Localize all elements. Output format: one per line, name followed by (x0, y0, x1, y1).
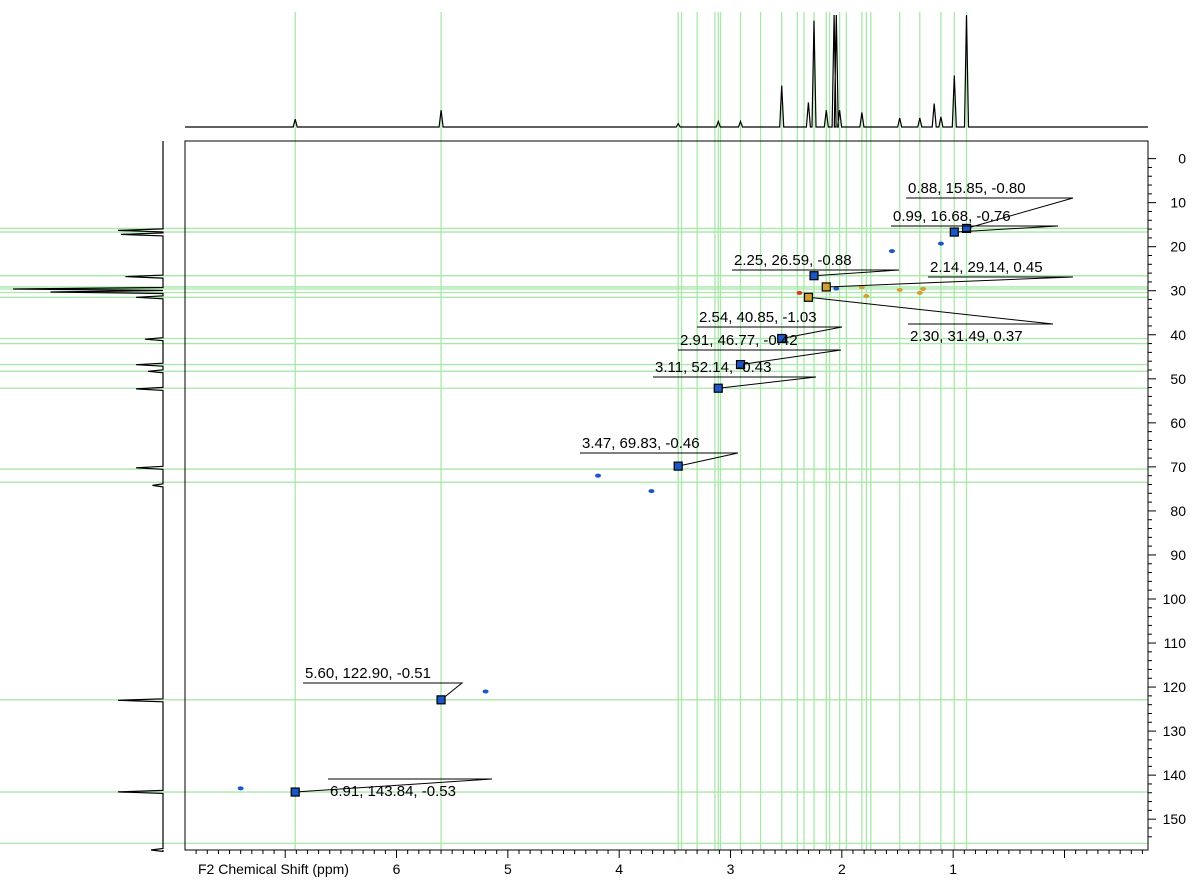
cross-peak (809, 271, 819, 281)
peak-label: 5.60, 122.90, -0.51 (305, 665, 431, 682)
x-axis: 6 5 4 3 2 1 (195, 850, 1143, 877)
peak-label: 0.99, 16.68, -0.76 (893, 208, 1011, 225)
peak-callout-line (697, 326, 843, 339)
cross-peak (961, 223, 972, 234)
x-tick-label: 2 (838, 861, 846, 877)
x-tick-label: 6 (393, 861, 401, 877)
peak-callout-line (808, 296, 1054, 325)
peak-label: 3.47, 69.83, -0.46 (582, 435, 700, 452)
cross-peak (796, 290, 803, 295)
cross-peak (937, 241, 944, 246)
x-axis-label: F2 Chemical Shift (ppm) (198, 861, 349, 877)
y-tick-label: 20 (1170, 239, 1186, 255)
plot-frame (184, 140, 1149, 851)
y-tick-label: 30 (1170, 283, 1186, 299)
cross-peak (735, 359, 746, 370)
cross-peak (713, 383, 723, 393)
peak-callout-line (826, 276, 1074, 288)
peak-callout-line (906, 197, 1074, 229)
cross-peak (436, 695, 446, 705)
x-tick-label: 3 (727, 861, 735, 877)
y-tick-label: 130 (1163, 723, 1187, 739)
vertical-guide-lines (294, 12, 968, 850)
cross-peak (777, 333, 787, 344)
cross-peak (888, 249, 895, 254)
y-tick-label: 40 (1170, 327, 1186, 343)
y-tick-label: 50 (1170, 371, 1186, 387)
cross-peak (920, 286, 927, 291)
cross-peak (482, 689, 489, 694)
f2-projection-spectrum (185, 14, 1148, 128)
peak-callout-line (653, 376, 817, 389)
horizontal-guide-lines (0, 227, 1148, 845)
y-tick-label: 100 (1163, 591, 1187, 607)
peak-label: 3.11, 52.14, -0.43 (655, 359, 771, 376)
y-tick-label: 0 (1178, 151, 1186, 167)
x-tick-label: 1 (949, 861, 957, 877)
peak-label: 2.54, 40.85, -1.03 (699, 309, 817, 326)
peak-label: 0.88, 15.85, -0.80 (908, 180, 1026, 197)
peak-callout-line (678, 349, 842, 366)
peak-label: 2.30, 31.49, 0.37 (910, 328, 1023, 345)
y-tick-label: 60 (1170, 415, 1186, 431)
cross-peak (237, 786, 244, 791)
f1-projection-trace (12, 141, 164, 853)
y-tick-label: 150 (1163, 811, 1187, 827)
peak-label: 2.14, 29.14, 0.45 (930, 259, 1043, 276)
y-tick-label: 120 (1163, 679, 1187, 695)
cross-peak (803, 292, 814, 302)
peak-callout-line (580, 452, 739, 467)
peak-callout-line (295, 778, 493, 793)
cross-peak (821, 282, 831, 292)
y-axis: 0 10 20 30 40 50 60 70 80 90 100 110 120 130 140 150 (1148, 151, 1187, 838)
y-tick-label: 10 (1170, 195, 1186, 211)
cross-peak (916, 290, 923, 295)
f1-projection-spectrum (12, 141, 164, 853)
y-tick-label: 140 (1163, 767, 1187, 783)
unlabeled-peaks (237, 241, 944, 791)
peak-label: 2.91, 46.77, -0.42 (680, 332, 798, 349)
cross-peak (290, 787, 300, 797)
cross-peak (833, 286, 840, 291)
y-tick-label: 80 (1170, 503, 1186, 519)
peak-label: 6.91, 143.84, -0.53 (330, 783, 456, 800)
peak-callout-line (732, 269, 900, 277)
y-tick-label: 70 (1170, 459, 1186, 475)
cross-peak (863, 294, 870, 299)
peak-callout-line (303, 682, 464, 701)
f2-projection-trace (185, 14, 1148, 128)
peak-label: 2.25, 26.59, -0.88 (734, 252, 852, 269)
x-tick-label: 5 (504, 861, 512, 877)
labeled-peaks: 0.88, 15.85, -0.80 0.99, 16.68, -0.76 2.25… (290, 180, 1074, 800)
y-tick-label: 90 (1170, 547, 1186, 563)
cross-peak (949, 227, 959, 237)
peak-callout-line (891, 225, 1059, 233)
cross-peak (896, 287, 903, 292)
cross-peak (673, 461, 683, 471)
cross-peak (648, 489, 655, 494)
x-tick-label: 4 (615, 861, 623, 877)
cross-peak (858, 285, 865, 290)
y-tick-label: 110 (1164, 635, 1187, 651)
cross-peak (595, 473, 602, 478)
